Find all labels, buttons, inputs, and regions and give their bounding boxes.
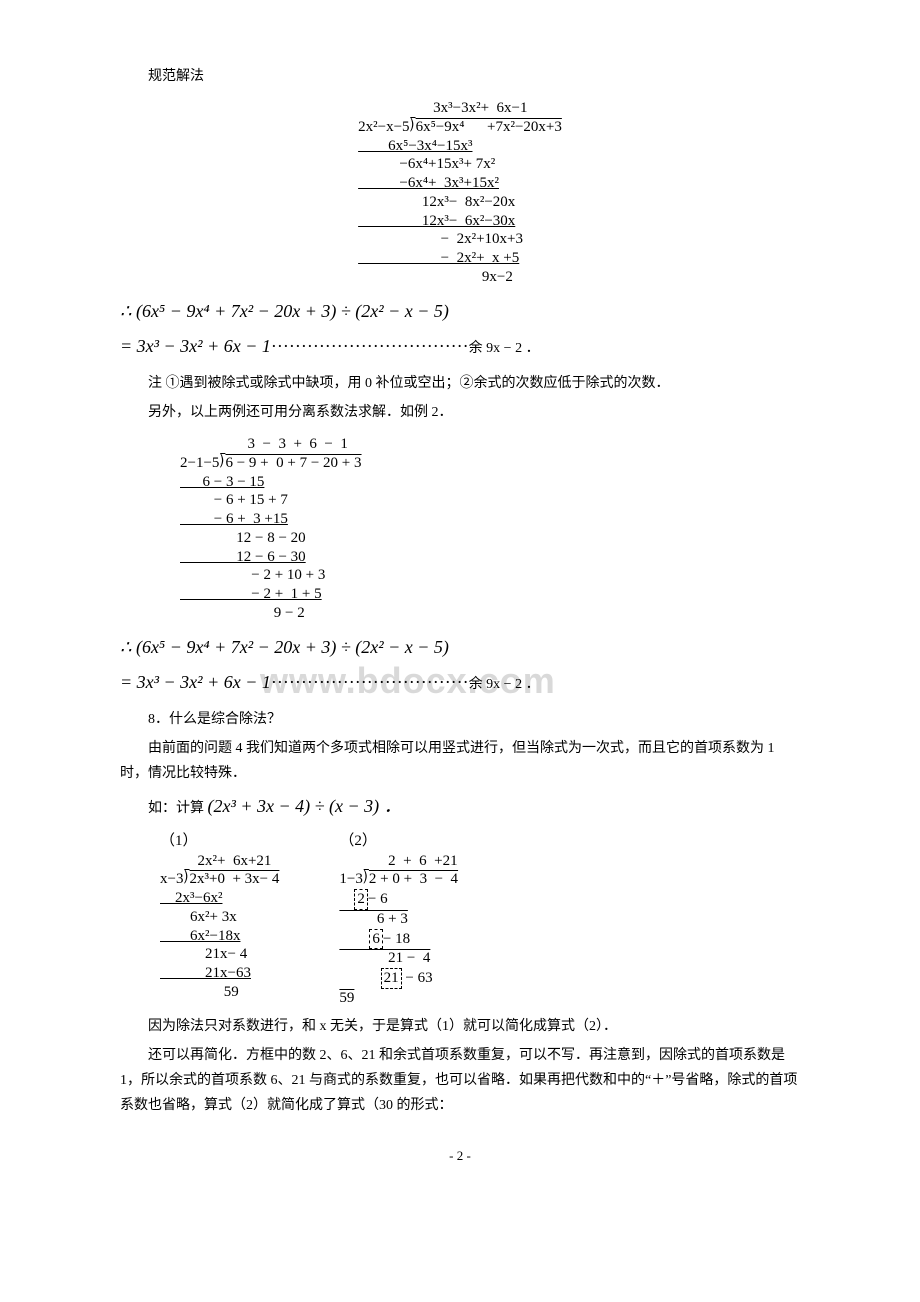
- eq2-prefix: = 3x³ − 3x² + 6x − 1: [120, 672, 271, 692]
- eq2-line2: = 3x³ − 3x² + 6x − 1····················…: [120, 672, 800, 693]
- eq1-tail: 余 9x − 2 ．: [469, 341, 540, 356]
- ld2-r7: − 2 + 1 + 5: [180, 586, 322, 602]
- ld4-r6: 59: [339, 990, 354, 1006]
- ld1-r1: 6x⁵−3x⁴−15x³: [358, 138, 472, 154]
- ld1-r8: 9x−2: [358, 269, 513, 285]
- tail-p2: 还可以再简化．方框中的数 2、6、21 和余式首项系数重复，可以不写．再注意到，…: [120, 1043, 800, 1119]
- ld4-r4: 21 − 4: [339, 950, 430, 966]
- example-1: （1） 2x²+ 6x+21 x−3⟌2x³+0 + 3x− 4 2x³−6x²…: [160, 829, 279, 1008]
- ld4-q: 2 + 6 +21: [339, 853, 457, 869]
- ld2-r4: 12 − 8 − 20: [180, 530, 306, 546]
- heading-solution: 规范解法: [120, 64, 800, 89]
- long-division-4: 2 + 6 +21 1−3⟌2 + 0 + 3 − 4 2− 6 6 + 3 6…: [339, 852, 458, 1008]
- ld1-r5: 12x³− 6x²−30x: [358, 213, 515, 229]
- ld4-r5: 21 − 63: [339, 970, 432, 986]
- two-column-examples: （1） 2x²+ 6x+21 x−3⟌2x³+0 + 3x− 4 2x³−6x²…: [160, 829, 800, 1008]
- ld3-r5: 21x−63: [160, 965, 251, 981]
- page-number: - 2 -: [120, 1148, 800, 1164]
- long-division-3: 2x²+ 6x+21 x−3⟌2x³+0 + 3x− 4 2x³−6x² 6x²…: [160, 852, 279, 1002]
- ld2-line: 2−1−5⟌6 − 9 + 0 + 7 − 20 + 3: [180, 455, 362, 471]
- ld2-r1: 6 − 3 − 15: [180, 474, 264, 490]
- ld2-r8: 9 − 2: [180, 605, 305, 621]
- q8-calc-label: 如：计算: [148, 801, 204, 816]
- eq1-dots: ·································: [271, 336, 469, 356]
- ld4-r2: 6 + 3: [339, 911, 407, 927]
- col2-label: （2）: [339, 829, 458, 850]
- note-2: 另外，以上两例还可用分离系数法求解．如例 2．: [120, 400, 800, 425]
- ld1-line: 2x²−x−5⟌6x⁵−9x⁴ +7x²−20x+3: [358, 119, 562, 135]
- ld3-r6: 59: [160, 984, 239, 1000]
- q8-calc-expr: (2x³ + 3x − 4) ÷ (x − 3) ．: [208, 796, 402, 816]
- ld1-r6: − 2x²+10x+3: [358, 231, 523, 247]
- eq1-line1: ∴ (6x⁵ − 9x⁴ + 7x² − 20x + 3) ÷ (2x² − x…: [120, 301, 800, 322]
- q8-title: 8．什么是综合除法？: [120, 707, 800, 732]
- ld2-r5: 12 − 6 − 30: [180, 549, 306, 565]
- long-division-2: 3 − 3 + 6 − 1 2−1−5⟌6 − 9 + 0 + 7 − 20 +…: [180, 435, 800, 623]
- eq2-line1: ∴ (6x⁵ − 9x⁴ + 7x² − 20x + 3) ÷ (2x² − x…: [120, 637, 800, 658]
- q8-calc: 如：计算 (2x³ + 3x − 4) ÷ (x − 3) ．: [120, 790, 800, 822]
- tail-p1: 因为除法只对系数进行，和 x 无关，于是算式（1）就可以简化成算式（2）．: [120, 1014, 800, 1039]
- ld1-quotient: 3x³−3x²+ 6x−1: [358, 100, 527, 116]
- ld1-r2: −6x⁴+15x³+ 7x²: [358, 156, 495, 172]
- ld1-r3: −6x⁴+ 3x³+15x²: [358, 175, 499, 191]
- ld3-q: 2x²+ 6x+21: [160, 853, 271, 869]
- ld4-r3: 6− 18: [339, 931, 410, 947]
- ld2-r3: − 6 + 3 +15: [180, 511, 288, 527]
- long-division-1: 3x³−3x²+ 6x−1 2x²−x−5⟌6x⁵−9x⁴ +7x²−20x+3…: [120, 99, 800, 287]
- ld3-r1: 2x³−6x²: [160, 890, 222, 906]
- eq2-tail: 余 9x − 2 ．: [469, 677, 540, 692]
- eq2-dots: ·································: [271, 672, 469, 692]
- ld4-r1: 2− 6: [339, 891, 387, 907]
- example-2: （2） 2 + 6 +21 1−3⟌2 + 0 + 3 − 4 2− 6 6 +…: [339, 829, 458, 1008]
- eq1-prefix: = 3x³ − 3x² + 6x − 1: [120, 336, 271, 356]
- ld1-r4: 12x³− 8x²−20x: [358, 194, 515, 210]
- note-1: 注 ①遇到被除式或除式中缺项，用 0 补位或空出；②余式的次数应低于除式的次数．: [120, 371, 800, 396]
- ld3-r4: 21x− 4: [160, 946, 247, 962]
- ld2-quotient: 3 − 3 + 6 − 1: [180, 436, 348, 452]
- q8-p1: 由前面的问题 4 我们知道两个多项式相除可以用竖式进行，但当除式为一次式，而且它…: [120, 736, 800, 786]
- ld3-line: x−3⟌2x³+0 + 3x− 4: [160, 871, 279, 887]
- ld1-r7: − 2x²+ x +5: [358, 250, 519, 266]
- ld3-r2: 6x²+ 3x: [160, 909, 237, 925]
- ld4-line: 1−3⟌2 + 0 + 3 − 4: [339, 871, 458, 887]
- ld2-r2: − 6 + 15 + 7: [180, 492, 288, 508]
- col1-label: （1）: [160, 829, 279, 850]
- ld3-r3: 6x²−18x: [160, 928, 240, 944]
- ld2-r6: − 2 + 10 + 3: [180, 567, 325, 583]
- eq1-line2: = 3x³ − 3x² + 6x − 1····················…: [120, 336, 800, 357]
